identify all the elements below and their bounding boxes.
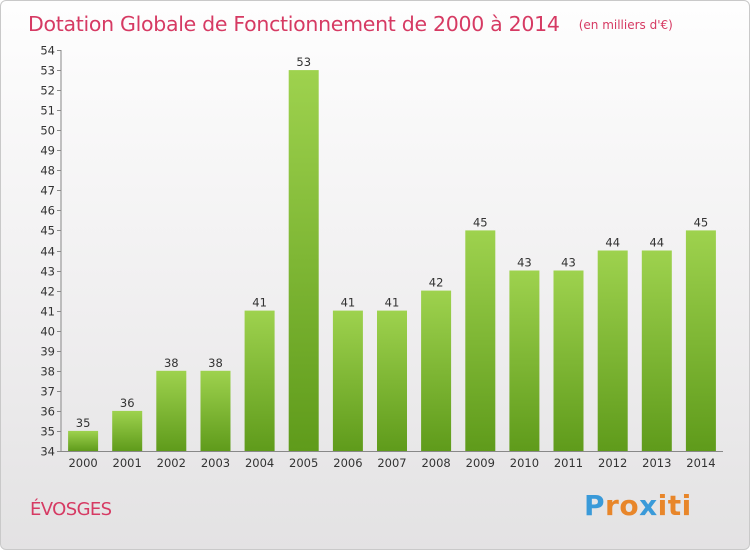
x-tick-label-2005: 2005 (289, 456, 318, 470)
data-label-2004: 41 (252, 296, 267, 310)
bar-2011 (553, 270, 584, 451)
data-label-2003: 38 (208, 356, 223, 370)
data-label-2008: 42 (429, 276, 444, 290)
bar-2012 (597, 250, 628, 451)
bars (68, 70, 716, 451)
bar-2001 (112, 410, 143, 451)
x-tick-label-2009: 2009 (466, 456, 495, 470)
data-label-2011: 43 (561, 256, 576, 270)
x-tick-label-2010: 2010 (510, 456, 539, 470)
y-tick-label: 41 (40, 305, 55, 319)
x-tick-label-2012: 2012 (598, 456, 627, 470)
y-tick-label: 47 (40, 184, 55, 198)
data-label-2007: 41 (385, 296, 400, 310)
x-tick-label-2000: 2000 (68, 456, 97, 470)
bar-2013 (641, 250, 672, 451)
logo-letter: t (667, 489, 682, 522)
y-tick-label: 44 (40, 245, 55, 259)
y-tick-label: 34 (40, 445, 55, 459)
y-tick-label: 45 (40, 224, 55, 238)
x-tick-label-2007: 2007 (377, 456, 406, 470)
bar-2006 (332, 310, 363, 451)
y-tick-label: 40 (40, 325, 55, 339)
logo-letter: x (639, 489, 658, 522)
logo-letter: o (619, 489, 640, 522)
bar-2000 (68, 430, 99, 451)
bar-2004 (244, 310, 275, 451)
y-tick-label: 39 (40, 345, 55, 359)
x-tick-label-2003: 2003 (201, 456, 230, 470)
logo-letter: i (657, 489, 668, 522)
bar-2002 (156, 370, 187, 451)
x-axis: 2000 2001 2002 2003 2004 2005 2006 2007 2008 2009… (61, 451, 723, 470)
x-tick-label-2006: 2006 (333, 456, 362, 470)
data-label-2001: 36 (120, 396, 135, 410)
y-tick-label: 48 (40, 164, 55, 178)
bar-2003 (200, 370, 231, 451)
y-tick-label: 36 (40, 405, 55, 419)
commune-name: ÉVOSGES (30, 499, 112, 520)
logo-letter: i (681, 489, 692, 522)
data-label-2005: 53 (296, 55, 311, 69)
y-tick-label: 53 (40, 64, 55, 78)
y-axis: 34 35 36 37 38 39 40 41 42 43 44 45 46 47 48 49 50 51 52 53… (40, 44, 62, 459)
y-tick-label: 52 (40, 84, 55, 98)
y-tick-label: 38 (40, 365, 55, 379)
chart-title: Dotation Globale de Fonctionnement de 20… (28, 12, 673, 36)
data-label-2009: 45 (473, 215, 488, 229)
data-label-2014: 45 (694, 215, 709, 229)
y-tick-label: 37 (40, 385, 55, 399)
logo-letter: r (605, 489, 620, 522)
bar-2010 (509, 270, 540, 451)
x-tick-label-2014: 2014 (686, 456, 715, 470)
bar-2005 (288, 70, 319, 451)
x-tick-label-2008: 2008 (421, 456, 450, 470)
data-label-2012: 44 (605, 236, 620, 250)
bar-2007 (377, 310, 407, 451)
x-tick-label-2002: 2002 (157, 456, 186, 470)
x-tick-label-2011: 2011 (554, 456, 583, 470)
logo-letter: P (584, 489, 606, 522)
data-labels: 35 36 38 38 41 53 41 41 42 45 43 43 44 44 45 (76, 55, 708, 430)
bar-2009 (465, 230, 496, 451)
y-tick-label: 54 (40, 44, 55, 58)
y-tick-label: 50 (40, 124, 55, 138)
x-tick-label-2013: 2013 (642, 456, 671, 470)
proxiti-logo: Proxiti (584, 489, 692, 522)
data-label-2013: 44 (649, 236, 664, 250)
chart-title-main: Dotation Globale de Fonctionnement de 20… (28, 12, 560, 36)
y-tick-label: 51 (40, 104, 55, 118)
data-label-2006: 41 (341, 296, 356, 310)
data-label-2010: 43 (517, 256, 532, 270)
y-tick-label: 35 (40, 425, 55, 439)
bar-2008 (421, 290, 452, 451)
y-tick-label: 49 (40, 144, 55, 158)
data-label-2002: 38 (164, 356, 179, 370)
x-tick-label-2001: 2001 (113, 456, 142, 470)
x-tick-label-2004: 2004 (245, 456, 274, 470)
y-tick-label: 43 (40, 265, 55, 279)
data-label-2000: 35 (76, 416, 91, 430)
bar-2014 (685, 230, 716, 451)
y-tick-label: 46 (40, 204, 55, 218)
y-tick-label: 42 (40, 285, 55, 299)
chart-unit: (en milliers d'€) (579, 18, 673, 32)
